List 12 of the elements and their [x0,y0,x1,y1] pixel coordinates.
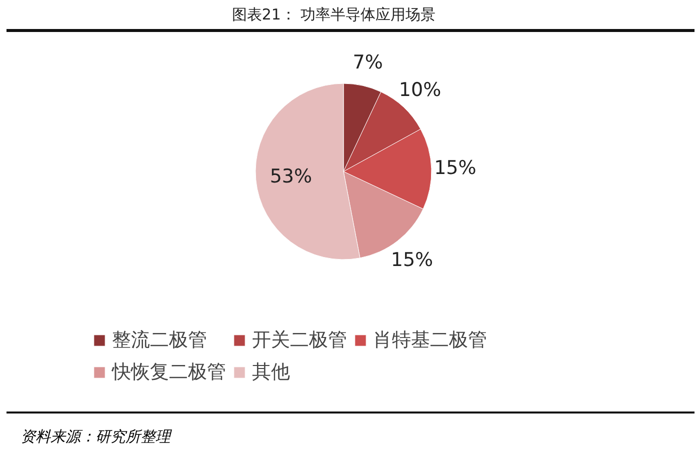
data-label: 15% [434,156,476,179]
legend-label: 其他 [252,360,290,385]
data-label: 53% [270,165,312,188]
data-label: 7% [352,51,383,74]
data-label: 15% [390,248,434,271]
legend-label: 快恢复二极管 [112,360,226,385]
chart-title: 图表21： 功率半导体应用场景 [232,6,436,24]
text: 资料来源：研究所整理 [20,428,172,446]
data-label: 10% [398,79,442,102]
legend-label: 肖特基二极管 [373,328,487,353]
legend-label: 开关二极管 [252,328,347,353]
legend-label: 整流二极管 [112,328,207,353]
